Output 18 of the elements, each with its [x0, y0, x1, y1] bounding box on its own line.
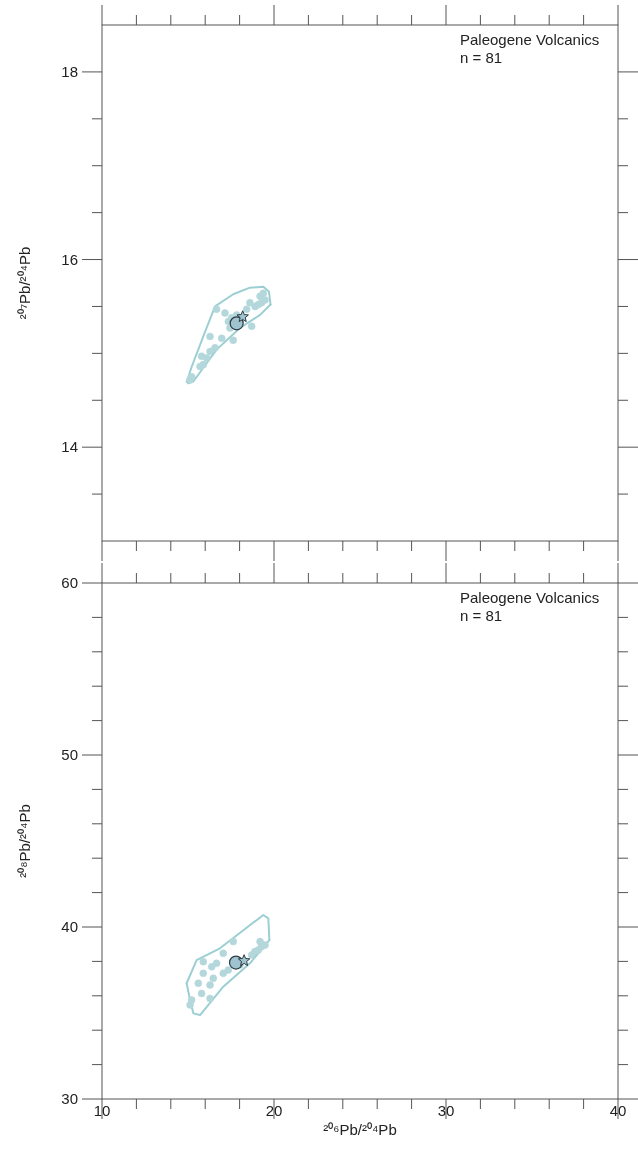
y-tick-label: 60	[61, 574, 78, 591]
annotation: Paleogene Volcanics	[460, 31, 600, 48]
x-axis-title: ²⁰⁶Pb/²⁰⁴Pb	[323, 1121, 397, 1138]
x-tick-label: 10	[93, 1102, 111, 1119]
y-axis-title: ²⁰⁸Pb/²⁰⁴Pb	[16, 804, 33, 878]
annotation: n = 81	[460, 607, 503, 624]
y-tick-label: 50	[61, 746, 78, 763]
x-tick-label: 20	[265, 1102, 283, 1119]
y-tick-label: 40	[61, 918, 78, 935]
x-tick-label: 30	[437, 1102, 455, 1119]
annotation: n = 81	[460, 49, 503, 66]
y-tick-label: 16	[61, 250, 78, 268]
y-tick-label: 30	[61, 1090, 78, 1107]
y-tick-label: 14	[61, 438, 78, 456]
y-axis-title: ²⁰⁷Pb/²⁰⁴Pb	[16, 246, 33, 320]
x-tick-label: 40	[609, 1102, 627, 1119]
y-tick-label: 18	[61, 62, 78, 80]
annotation: Paleogene Volcanics	[460, 589, 600, 606]
